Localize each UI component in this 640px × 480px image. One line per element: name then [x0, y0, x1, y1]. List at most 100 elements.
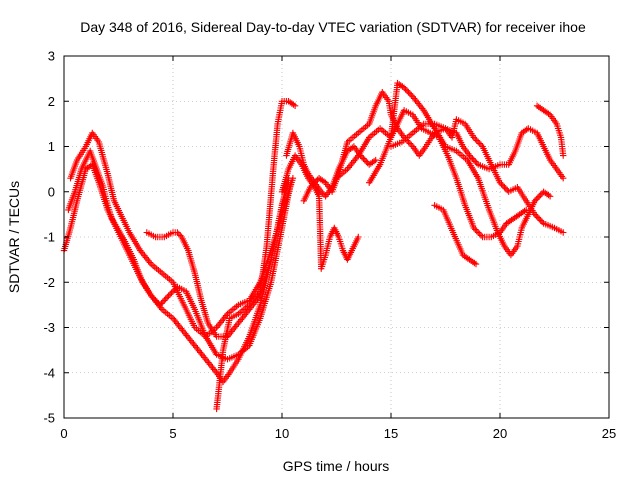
series-track-7: [278, 152, 362, 272]
data-point: [363, 158, 370, 165]
y-tick-label: 2: [48, 94, 55, 109]
data-point: [546, 193, 554, 200]
x-tick-label: 10: [275, 426, 289, 441]
data-point: [560, 175, 567, 182]
data-point: [149, 294, 156, 301]
plot-frame: [63, 55, 610, 419]
data-point: [477, 141, 485, 149]
data-point: [164, 294, 171, 301]
x-tick-label: 25: [602, 426, 616, 441]
data-point: [175, 230, 182, 238]
y-tick-label: -3: [43, 320, 55, 335]
data-point: [560, 229, 567, 236]
x-tick-label: 20: [493, 426, 507, 441]
data-point: [313, 178, 320, 185]
y-axis-label: SDTVAR / TECUs: [6, 181, 22, 293]
data-point: [498, 181, 505, 188]
series-track-1: [60, 161, 292, 385]
data-point: [161, 297, 168, 304]
data-point: [499, 182, 507, 189]
data-point: [168, 289, 175, 296]
data-point: [466, 152, 473, 159]
data-point: [406, 90, 414, 97]
data-point: [473, 137, 480, 144]
data-point: [403, 87, 411, 94]
series-track-4: [143, 179, 292, 340]
data-point: [405, 138, 412, 146]
data-point: [467, 153, 475, 161]
x-axis-label: GPS time / hours: [283, 458, 390, 474]
data-point: [408, 92, 415, 99]
data-point: [152, 297, 159, 304]
data-point: [158, 300, 165, 307]
data-point: [405, 89, 412, 96]
data-point: [537, 217, 544, 224]
series-track-8: [300, 89, 567, 204]
data-point: [502, 185, 509, 192]
series-track-10: [366, 79, 554, 259]
series-track-12: [533, 102, 567, 159]
data-point: [470, 156, 477, 164]
data-point: [361, 156, 368, 164]
data-point: [531, 197, 539, 204]
data-point: [169, 288, 177, 295]
y-tick-label: -2: [43, 275, 55, 290]
x-tick-label: 15: [384, 426, 398, 441]
data-point: [534, 194, 541, 201]
chart-title: Day 348 of 2016, Sidereal Day-to-day VTE…: [80, 19, 586, 35]
data-point: [153, 298, 161, 306]
y-tick-label: -1: [43, 230, 55, 245]
data-point: [560, 152, 567, 159]
axis-ticks: 0 5 10 15 20 25 -5 -4 -3 -2 -1 0 1 2 3: [43, 49, 616, 442]
data-point: [469, 155, 476, 162]
data-points: [60, 79, 567, 413]
data-point: [355, 233, 362, 241]
data-point: [148, 292, 155, 299]
data-point: [285, 179, 292, 186]
data-point: [291, 102, 299, 109]
series-track-11: [387, 116, 567, 236]
data-point: [475, 138, 482, 146]
y-tick-label: 0: [48, 184, 55, 199]
data-point: [165, 292, 172, 299]
data-point: [472, 135, 479, 143]
data-point: [308, 182, 315, 189]
data-point: [406, 140, 414, 147]
data-point: [538, 218, 546, 226]
data-point: [166, 291, 174, 298]
y-tick-label: 3: [48, 49, 55, 64]
data-point: [473, 159, 480, 167]
data-point: [162, 295, 169, 302]
data-point: [476, 140, 483, 147]
data-point: [159, 298, 166, 306]
data-point: [536, 193, 543, 200]
data-point: [408, 141, 415, 149]
data-point: [177, 232, 184, 239]
data-point: [477, 232, 485, 239]
data-point: [289, 175, 297, 182]
data-point: [472, 260, 480, 268]
data-point: [400, 84, 408, 91]
data-point: [475, 229, 482, 236]
data-point: [174, 229, 181, 236]
data-point: [536, 215, 543, 223]
data-point: [310, 181, 317, 188]
data-point: [402, 86, 409, 93]
data-point: [307, 184, 314, 191]
data-point: [372, 156, 379, 164]
y-tick-label: -4: [43, 365, 55, 380]
series-track-5: [213, 98, 299, 413]
x-tick-label: 5: [169, 426, 176, 441]
data-point: [531, 211, 539, 218]
data-point: [472, 226, 479, 233]
x-tick-label: 0: [60, 426, 67, 441]
y-tick-label: -5: [43, 411, 55, 426]
data-point: [156, 301, 164, 309]
data-point: [534, 214, 541, 221]
y-tick-label: 1: [48, 139, 55, 154]
series-track-2: [65, 147, 294, 363]
data-point: [360, 155, 367, 162]
data-point: [472, 158, 479, 165]
data-point: [537, 191, 544, 198]
